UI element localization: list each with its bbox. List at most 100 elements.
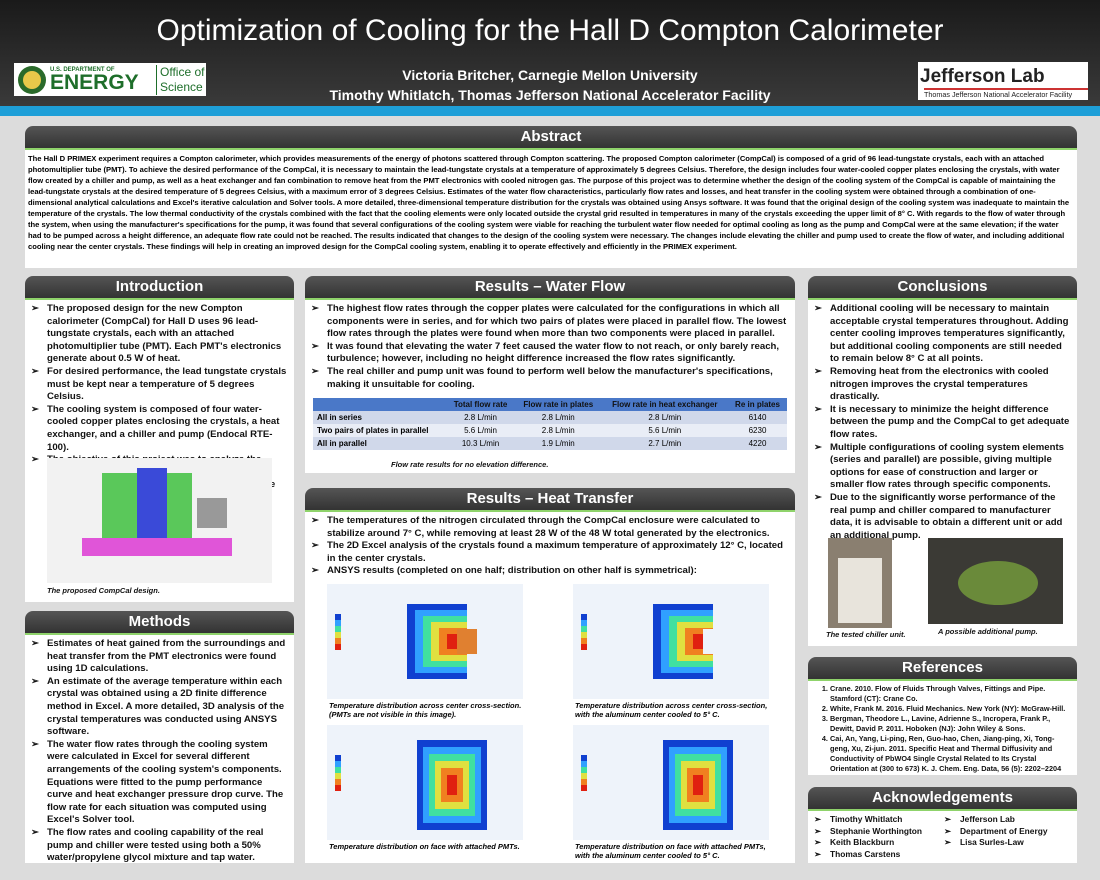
table-cell: 10.3 L/min [461, 439, 500, 448]
acknowledgements: Timothy WhitlatchStephanie WorthingtonKe… [808, 811, 1077, 863]
doe-office-2: Science [160, 79, 203, 94]
author: Timothy Whitlatch, Thomas Jefferson Nati… [329, 87, 771, 103]
section-title: Results – Water Flow [305, 276, 795, 300]
title: Optimization of Cooling for the Hall D C… [156, 14, 944, 47]
table-cell: Two pairs of plates in parallel [317, 426, 429, 435]
bullet: The highest flow rates through the coppe… [309, 303, 791, 341]
introduction: The proposed design for the new Compton … [25, 300, 294, 602]
table-cell: 6140 [748, 413, 767, 422]
stripe [0, 106, 1100, 116]
table-cell: 5.6 L/min [464, 426, 497, 435]
reference: Bergman, Theodore L., Lavine, Adrienne S… [830, 714, 1073, 734]
bullet: It is necessary to minimize the height d… [812, 404, 1073, 442]
bullet: The real chiller and pump unit was found… [309, 366, 791, 391]
heat-transfer: The temperatures of the nitrogen circula… [305, 512, 795, 863]
jlab-name: Jefferson Lab [920, 66, 1045, 87]
bullet: Lisa Surles-Law [942, 837, 1048, 849]
section-title: Acknowledgements [808, 787, 1077, 811]
bullet: Department of Energy [942, 826, 1048, 838]
doe-text: U.S. DEPARTMENT OF ENERGY [50, 67, 156, 93]
simulation-image [327, 584, 523, 699]
caption: Flow rate results for no elevation diffe… [391, 460, 549, 469]
bullet: ANSYS results (completed on one half; di… [309, 565, 791, 578]
section-title: Abstract [25, 126, 1077, 150]
table-cell: 5.6 L/min [648, 426, 682, 435]
bullet: Estimates of heat gained from the surrou… [29, 638, 290, 676]
chiller-image [828, 538, 892, 628]
table-cell: All in series [317, 413, 362, 422]
bullet: It was found that elevating the water 7 … [309, 341, 791, 366]
simulation-image [573, 584, 769, 699]
table-row: All in parallel 10.3 L/min 1.9 L/min 2.7 L/… [313, 437, 787, 450]
bullet: Due to the significantly worse performan… [812, 492, 1073, 542]
conclusions: Additional cooling will be necessary to … [808, 300, 1077, 646]
doe-energy: ENERGY [50, 70, 139, 94]
abstract-text: The Hall D PRIMEX experiment requires a … [25, 150, 1077, 268]
table-cell: 2.7 L/min [648, 439, 682, 448]
table-cell: All in parallel [317, 439, 367, 448]
caption: The proposed CompCal design. [47, 586, 160, 595]
bullet: Additional cooling will be necessary to … [812, 303, 1073, 366]
bullet: Stephanie Worthington [812, 826, 942, 838]
caption: The tested chiller unit. [826, 630, 906, 639]
table-cell: 6230 [748, 426, 767, 435]
bullet: For desired performance, the lead tungst… [29, 366, 290, 404]
bullet: Multiple configurations of cooling syste… [812, 442, 1073, 492]
doe-logo: U.S. DEPARTMENT OF ENERGY Office of Scienc… [14, 63, 206, 96]
bullet: The proposed design for the new Compton … [29, 303, 290, 366]
bullet: Timothy Whitlatch [812, 814, 942, 826]
table-cell: 2.8 L/min [541, 426, 575, 435]
pump-image [928, 538, 1063, 624]
bullet: Keith Blackburn [812, 837, 942, 849]
bullet: The water flow rates through the cooling… [29, 739, 290, 827]
table-row: All in series 2.8 L/min 2.8 L/min 2.8 L/min… [313, 411, 787, 424]
bullet: The cooling system is composed of four w… [29, 404, 290, 454]
doe-office-1: Office of [160, 64, 205, 79]
doe-seal [18, 65, 46, 94]
reference: Cai, An, Yang, Li-ping, Ren, Guo-hao, Ch… [830, 734, 1073, 774]
table-header: Flow rate in plates [523, 400, 594, 409]
doe-office: Office of Science [156, 64, 205, 95]
author: Victoria Britcher, Carnegie Mellon Unive… [402, 67, 698, 83]
table-cell: 4220 [748, 439, 767, 448]
bullet: Thomas Carstens [812, 849, 942, 861]
reference: White, Frank M. 2016. Fluid Mechanics. N… [830, 704, 1073, 714]
bullet: The 2D Excel analysis of the crystals fo… [309, 540, 791, 565]
compcal-image [47, 458, 272, 583]
table-cell: 2.8 L/min [648, 413, 682, 422]
section-title: References [808, 657, 1077, 681]
table-cell: 2.8 L/min [541, 413, 575, 422]
section-title: Conclusions [808, 276, 1077, 300]
doe-dept: U.S. DEPARTMENT OF [50, 66, 115, 73]
simulation-image [327, 725, 523, 840]
methods: Estimates of heat gained from the surrou… [25, 635, 294, 863]
bullet: The temperatures of the nitrogen circula… [309, 515, 791, 540]
table-header: Re in plates [735, 400, 780, 409]
bullet: Removing heat from the electronics with … [812, 366, 1073, 404]
caption: Temperature distribution on face with at… [575, 842, 766, 860]
bullet: Jefferson Lab [942, 814, 1048, 826]
jlab-logo: Jefferson Lab Thomas Jefferson National … [918, 62, 1088, 100]
authors: Victoria Britcher, Carnegie Mellon Unive… [0, 65, 1100, 105]
caption: A possible additional pump. [938, 627, 1038, 636]
flow-table: Total flow rate Flow rate in plates Flow r… [313, 398, 787, 450]
bullet: An estimate of the average temperature w… [29, 676, 290, 739]
section-title: Results – Heat Transfer [305, 488, 795, 512]
blank [313, 398, 446, 411]
caption: Temperature distribution across center c… [575, 701, 768, 719]
caption: Temperature distribution across center c… [329, 701, 522, 719]
simulation-image [573, 725, 769, 840]
water-flow: The highest flow rates through the coppe… [305, 300, 795, 473]
table-header: Total flow rate [453, 400, 508, 409]
table-cell: 2.8 L/min [464, 413, 497, 422]
table-cell: 1.9 L/min [541, 439, 575, 448]
bullet: The flow rates and cooling capability of… [29, 827, 290, 863]
reference: Crane. 2010. Flow of Fluids Through Valv… [830, 684, 1073, 704]
section-title: Introduction [25, 276, 294, 300]
section-title: Methods [25, 611, 294, 635]
table-header: Flow rate in heat exchanger [612, 400, 718, 409]
caption: Temperature distribution on face with at… [329, 842, 520, 851]
references: Crane. 2010. Flow of Fluids Through Valv… [808, 681, 1077, 775]
table-row: Two pairs of plates in parallel 5.6 L/min… [313, 424, 787, 437]
